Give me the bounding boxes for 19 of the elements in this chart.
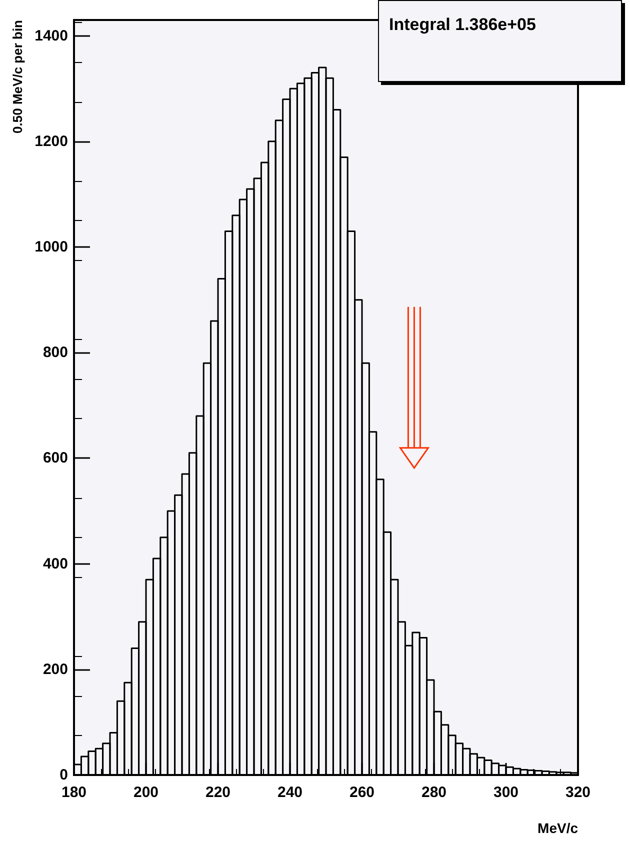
y-tick-label: 0 (60, 766, 68, 784)
x-tick-label: 240 (277, 784, 303, 801)
x-tick-label: 220 (205, 784, 231, 801)
x-tick-label: 300 (493, 784, 519, 801)
x-tick-label: 280 (421, 784, 447, 801)
x-tick-label: 200 (133, 784, 159, 801)
y-axis-title: 0.50 MeV/c per bin (10, 20, 25, 134)
y-tick-label: 1400 (34, 27, 68, 44)
y-tick-label: 1000 (34, 238, 68, 256)
x-tick-label: 320 (565, 784, 591, 801)
y-tick-label: 1200 (34, 132, 68, 150)
stats-box: Integral 1.386e+05 (378, 0, 622, 82)
y-tick-label: 600 (42, 450, 68, 467)
y-tick-label: 800 (42, 344, 68, 362)
y-tick-label: 400 (42, 555, 68, 572)
x-axis-title: MeV/c (538, 820, 578, 836)
x-tick-label: 260 (349, 784, 375, 801)
x-tick-label: 180 (61, 784, 87, 801)
y-tick-label: 200 (42, 660, 68, 678)
